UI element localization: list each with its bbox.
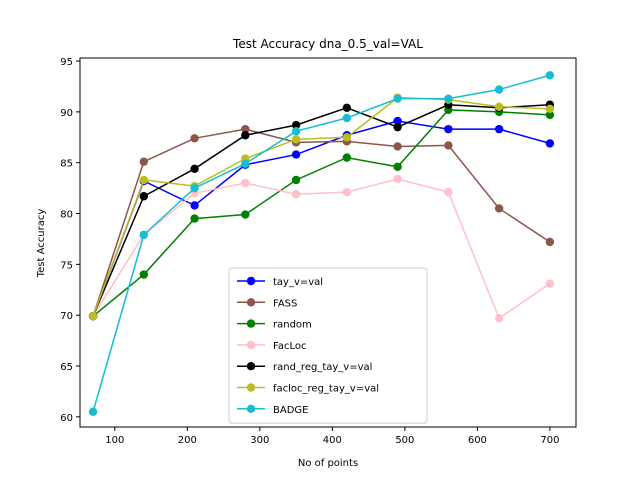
chart-title: Test Accuracy dna_0.5_val=VAL (232, 37, 423, 51)
y-tick-label: 65 (60, 362, 73, 373)
data-point (139, 175, 149, 185)
legend-swatch-marker (246, 276, 256, 286)
legend-entry: rand_reg_tay_v=val (273, 362, 372, 373)
data-point (545, 139, 555, 148)
data-point (494, 85, 504, 94)
data-point (190, 183, 199, 193)
data-point (291, 126, 301, 136)
data-point (342, 113, 352, 123)
legend-swatch-marker (246, 362, 256, 371)
x-tick-label: 600 (468, 435, 487, 446)
y-tick-label: 70 (60, 311, 73, 322)
data-point (139, 230, 149, 240)
data-point (139, 192, 149, 201)
x-tick-label: 300 (250, 435, 269, 446)
x-tick-label: 500 (395, 435, 414, 446)
x-tick-label: 700 (540, 435, 559, 446)
data-point (444, 187, 453, 197)
data-point (291, 190, 301, 199)
data-point (291, 120, 301, 130)
data-point (291, 175, 301, 185)
legend-entry: BADGE (273, 405, 308, 416)
data-point (342, 153, 352, 162)
data-point (190, 134, 199, 143)
data-point (241, 131, 250, 140)
data-point (545, 237, 555, 247)
data-point (190, 214, 199, 223)
data-point (241, 124, 250, 134)
data-point (494, 124, 504, 134)
legend-swatch-marker (246, 383, 256, 392)
x-axis-label: No of points (298, 458, 358, 469)
data-point (393, 116, 402, 126)
legend-box (228, 267, 428, 424)
data-point (88, 311, 98, 321)
data-point (88, 407, 98, 416)
series-line-0 (92, 120, 551, 317)
legend-swatch-marker (246, 298, 256, 307)
series-line-5 (92, 96, 550, 317)
data-point (291, 150, 301, 159)
y-tick-label: 60 (60, 413, 73, 424)
data-point (393, 162, 402, 171)
legend-entry: facloc_reg_tay_v=val (273, 384, 379, 395)
data-point (494, 314, 504, 323)
data-point (241, 159, 250, 168)
series-line-3 (92, 178, 551, 320)
y-tick-label: 80 (60, 210, 73, 221)
series-line-6 (92, 74, 551, 412)
legend-entry: FASS (273, 298, 297, 309)
y-tick-label: 75 (60, 260, 73, 271)
data-point (342, 103, 352, 113)
data-point (393, 174, 402, 184)
series-line-1 (92, 128, 551, 317)
data-point (545, 104, 555, 114)
x-tick-label: 100 (105, 435, 124, 446)
legend-entry: random (273, 320, 312, 331)
legend-swatch-marker (246, 340, 256, 350)
x-tick-label: 200 (178, 435, 197, 446)
data-point (190, 201, 199, 210)
data-point (444, 141, 453, 150)
data-point (545, 279, 555, 288)
data-point (393, 142, 402, 151)
data-point (241, 210, 250, 219)
data-point (545, 71, 555, 80)
data-point (190, 164, 199, 174)
plot-area: 100 200 300 400 500 600 700 60 65 70 75 80 85 90 95 (60, 57, 577, 446)
data-point (342, 133, 352, 142)
legend-entry: tay_v=val (273, 277, 323, 288)
data-point (139, 270, 149, 279)
data-point (494, 204, 504, 213)
data-point (291, 135, 301, 144)
axes-frame (79, 57, 577, 428)
data-point (393, 122, 402, 132)
y-tick-label: 95 (60, 57, 73, 68)
y-axis-label: Test Accuracy (36, 209, 47, 279)
legend-entry: FacLoc (273, 341, 306, 352)
x-tick-label: 400 (323, 435, 342, 446)
data-point (444, 124, 453, 134)
data-point (444, 94, 453, 103)
data-point (139, 157, 149, 166)
data-point (545, 110, 555, 120)
data-point (241, 178, 250, 188)
series-line-2 (92, 109, 550, 317)
y-tick-label: 90 (60, 108, 73, 119)
data-point (342, 187, 352, 197)
data-point (393, 94, 402, 103)
legend: tay_v=val FASS random FacLoc rand_reg_tay_v=… (228, 267, 428, 424)
y-tick-label: 85 (60, 159, 73, 170)
legend-swatch-marker (246, 319, 256, 328)
legend-swatch-marker (246, 404, 256, 413)
data-point (494, 102, 504, 111)
